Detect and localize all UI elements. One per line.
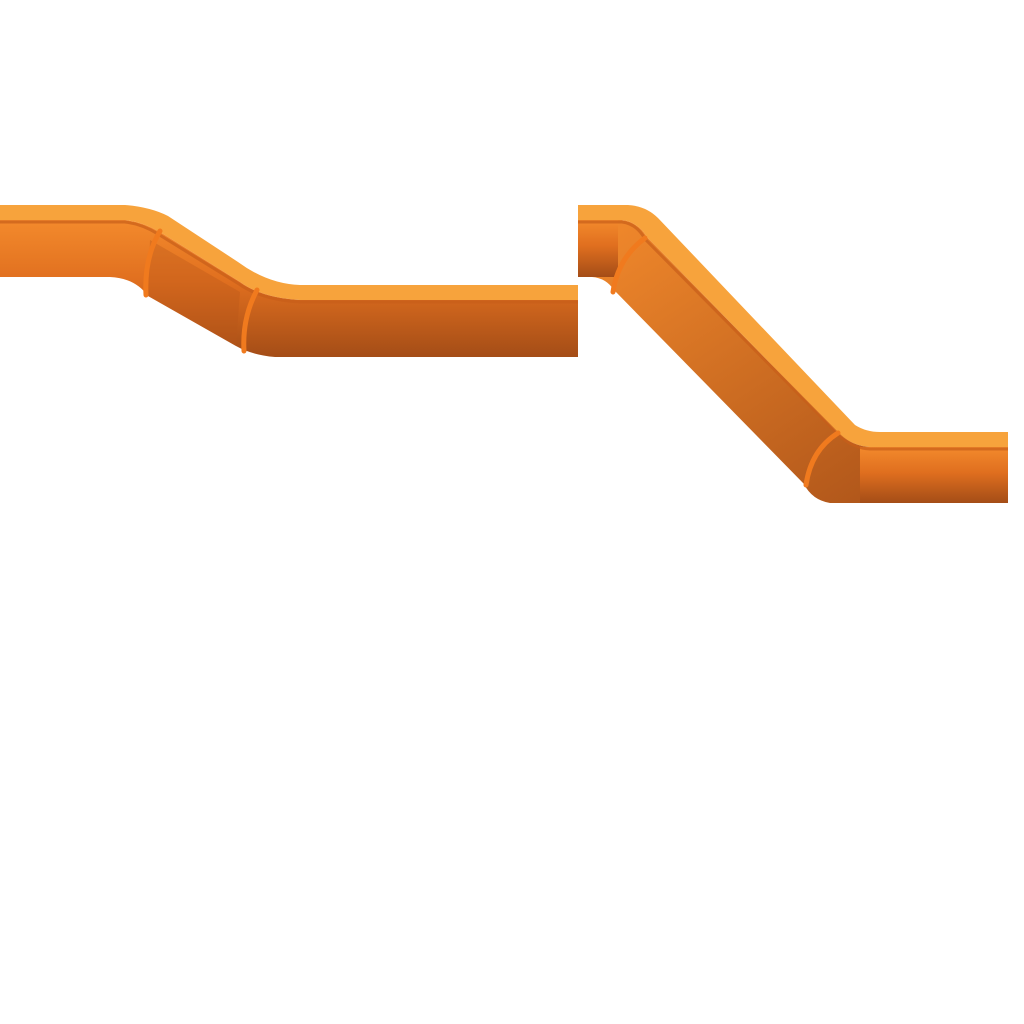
pipe-highlight <box>578 220 1008 451</box>
steep-offset-pipe <box>578 205 1008 503</box>
pipe-body <box>0 220 578 357</box>
gentle-offset-pipe <box>0 205 578 357</box>
pipe-highlight <box>0 220 578 304</box>
pipe-joint <box>241 287 260 354</box>
pipe-top-rim <box>0 205 578 300</box>
pipe-joint <box>803 430 841 488</box>
pipe-end-shade <box>860 447 1008 503</box>
pipe-joint <box>143 228 163 298</box>
pipe-body <box>578 220 1008 503</box>
pipe-shadow-band <box>148 240 240 346</box>
pipe-joint <box>610 235 648 295</box>
pipe-start-shade <box>578 220 618 277</box>
pipe-top-rim <box>578 205 1008 447</box>
